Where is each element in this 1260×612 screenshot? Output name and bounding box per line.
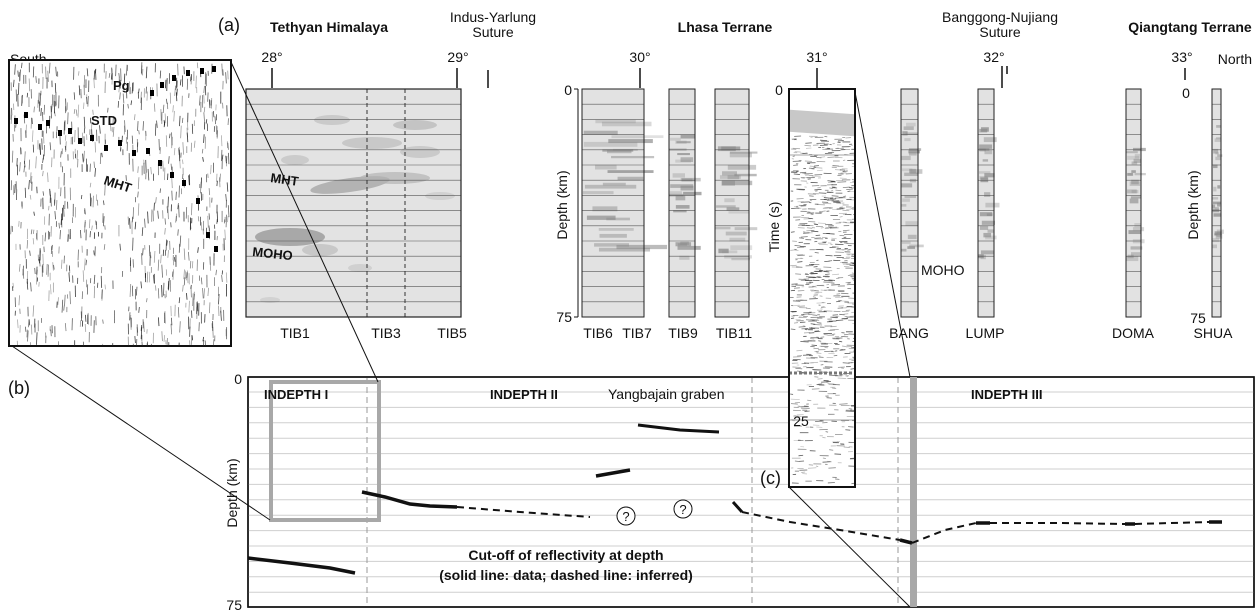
cross-section-panel: ? ? INDEPTH I INDEPTH II Yangbajain grab…	[247, 376, 1255, 608]
indepth1-highlight-box	[269, 380, 381, 522]
station-tib6: TIB6	[583, 325, 613, 341]
panel-label-b: (b)	[8, 378, 30, 398]
station-tib7: TIB7	[622, 325, 652, 341]
inferred-segment-2	[741, 511, 901, 541]
lat-31: 31°	[806, 49, 827, 65]
qiangtang-terrane-label: Qiangtang Terrane	[1128, 19, 1252, 35]
column-lump	[977, 88, 1000, 318]
cutoff-segment-lhasa	[731, 500, 744, 514]
connector-seismic-top	[854, 91, 911, 378]
column-tib6-7	[581, 88, 668, 318]
lhasa-depth-zero: 0	[564, 82, 572, 98]
station-tib1: TIB1	[280, 325, 310, 341]
caption-line-1: Cut-off of reflectivity at depth	[468, 547, 663, 563]
column-doma	[1125, 88, 1146, 318]
station-shua: SHUA	[1194, 325, 1234, 341]
connector-inset-top	[230, 61, 379, 383]
lat-29: 29°	[447, 49, 468, 65]
lhasa-depth-75: 75	[556, 309, 572, 325]
panel-label-a: (a)	[218, 15, 240, 35]
time-axis-zero: 0	[775, 82, 783, 98]
connector-inset-bottom	[11, 345, 271, 521]
cutoff-segment-suture	[899, 538, 913, 545]
question-mark-2: ?	[679, 502, 686, 517]
moho-label: MOHO	[921, 262, 965, 278]
bottom-axis-zero: 0	[234, 371, 242, 387]
indepth2-label: INDEPTH II	[490, 387, 558, 402]
cutoff-segment-himalaya	[361, 490, 458, 509]
column-shua	[1211, 88, 1224, 318]
station-tib9: TIB9	[668, 325, 698, 341]
tib-moho-label: MOHO	[252, 244, 294, 263]
indus-yarlung-label: Indus-Yarlung	[450, 9, 536, 25]
column-bang	[900, 88, 924, 318]
cutoff-segment-yangbajain	[637, 423, 720, 434]
station-tib11: TIB11	[716, 325, 753, 341]
indepth3-label: INDEPTH III	[971, 387, 1043, 402]
panel-label-c: (c)	[760, 468, 781, 488]
tib-panel: MHT MOHO	[245, 88, 462, 318]
cutoff-segment-mid	[595, 468, 631, 478]
lat-33: 33°	[1171, 49, 1192, 65]
seismic-time-section	[788, 88, 856, 488]
indepth1-label: INDEPTH I	[264, 387, 328, 402]
lhasa-depth-axis-label: Depth (km)	[554, 170, 570, 239]
station-doma: DOMA	[1112, 325, 1155, 341]
seismic-inset: Pg STD MHT	[8, 59, 232, 347]
lat-28: 28°	[261, 49, 282, 65]
station-tib5: TIB5	[437, 325, 467, 341]
time-axis-25: 25	[793, 413, 809, 429]
right-depth-axis-label: Depth (km)	[1185, 170, 1201, 239]
column-tib11	[714, 88, 758, 318]
north-label: North	[1218, 51, 1252, 67]
bottom-axis-75: 75	[226, 597, 242, 612]
time-axis-label: Time (s)	[766, 202, 782, 253]
station-lump: LUMP	[966, 325, 1005, 341]
right-depth-zero: 0	[1182, 85, 1190, 101]
inset-std-label: STD	[91, 113, 117, 128]
right-depth-75: 75	[1190, 310, 1206, 326]
cutoff-segment-south	[247, 556, 356, 575]
tethyan-himalaya-label: Tethyan Himalaya	[270, 19, 388, 35]
inset-pg-label: Pg	[113, 78, 130, 93]
bangong-nujiang-label: Banggong-Nujiang	[942, 9, 1058, 25]
caption-line-2: (solid line: data; dashed line: inferred…	[439, 567, 693, 583]
bottom-depth-axis-label: Depth (km)	[224, 458, 240, 527]
connector-seismic-bottom	[788, 486, 911, 608]
station-tib3: TIB3	[371, 325, 401, 341]
yangbajain-graben-label: Yangbajain graben	[608, 386, 725, 402]
column-tib9	[668, 88, 702, 318]
bangong-suture-bar	[910, 377, 917, 607]
lhasa-terrane-label: Lhasa Terrane	[678, 19, 773, 35]
indus-yarlung-suture-label: Suture	[472, 24, 513, 40]
question-mark-1: ?	[622, 509, 629, 524]
lat-30: 30°	[629, 49, 650, 65]
station-bang: BANG	[889, 325, 929, 341]
lat-32: 32°	[983, 49, 1004, 65]
inferred-segment-1	[456, 506, 591, 518]
bangong-nujiang-suture-label: Suture	[979, 24, 1020, 40]
